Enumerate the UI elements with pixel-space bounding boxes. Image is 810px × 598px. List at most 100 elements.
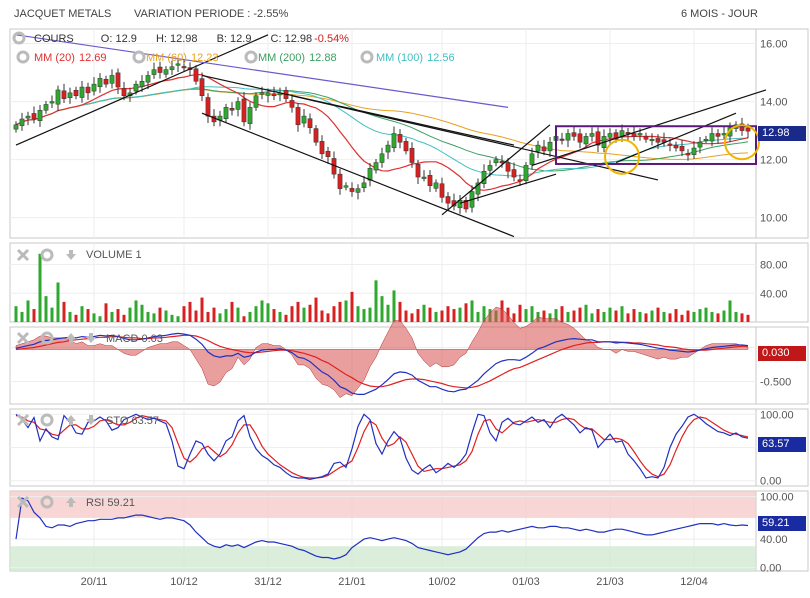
volume-bar — [512, 313, 516, 322]
candle — [163, 69, 169, 75]
x-tick-label: 12/04 — [680, 576, 708, 588]
candle — [271, 93, 277, 97]
macd-label: MACD — [106, 333, 139, 345]
candle — [13, 124, 19, 130]
candle — [319, 141, 325, 155]
candle — [463, 200, 469, 210]
high-value: H: 12.98 — [155, 33, 198, 45]
candle — [559, 138, 565, 141]
candle — [745, 127, 751, 132]
sto-tick-label: 100.00 — [760, 409, 794, 421]
volume-bar — [518, 304, 522, 322]
candle — [109, 75, 115, 84]
volume-bar — [566, 311, 570, 322]
ma20-legend[interactable]: MM (20) 12.69 — [34, 52, 112, 64]
volume-bar — [326, 313, 330, 322]
ma100-value: 12.56 — [427, 52, 455, 64]
low-value: B: 12.9 — [216, 33, 252, 45]
candle — [529, 153, 535, 165]
candle — [67, 92, 73, 99]
candle — [415, 164, 421, 178]
candle — [241, 98, 247, 123]
volume-bar — [434, 311, 438, 322]
period-label: 6 MOIS - JOUR — [680, 8, 758, 20]
candle — [337, 173, 343, 189]
volume-bar — [398, 301, 402, 322]
candle — [55, 89, 61, 105]
candle — [493, 159, 499, 164]
volume-bar — [560, 306, 564, 322]
volume-bar — [104, 303, 108, 322]
macd-line — [15, 332, 749, 395]
volume-bar — [668, 313, 672, 322]
arrow-up-icon — [66, 497, 76, 507]
macd-tick-label: -0.500 — [760, 377, 791, 389]
rsi-tick-label: 40.00 — [760, 534, 788, 546]
volume-bar — [242, 316, 246, 322]
ma200-legend[interactable]: MM (200) 12.88 — [258, 52, 343, 64]
rsi-legend: RSI 59.21 — [86, 497, 135, 509]
volume-bar — [116, 309, 120, 322]
volume-bar — [614, 310, 618, 322]
gear-icon — [244, 50, 258, 64]
candle — [433, 182, 439, 189]
volume-bar — [218, 313, 222, 322]
quote-legend: COURS O: 12.9 H: 12.98 B: 12.9 C: 12.98-… — [14, 33, 355, 45]
candle — [709, 133, 715, 142]
volume-bar — [590, 313, 594, 322]
candle — [655, 138, 661, 143]
candle — [721, 133, 727, 136]
volume-bar — [68, 311, 72, 322]
candle — [397, 134, 403, 143]
volume-bar — [704, 307, 708, 322]
candle — [421, 176, 427, 179]
rsi-oversold-zone — [10, 546, 756, 571]
volume-bar — [470, 300, 474, 322]
candle — [169, 66, 175, 70]
volume-bar — [710, 311, 714, 322]
volume-bar — [728, 300, 732, 322]
ma60-value: 12.23 — [190, 52, 219, 64]
rsi-tick-label: 0.00 — [760, 562, 781, 574]
volume-bar — [356, 306, 360, 322]
gear-icon — [40, 413, 54, 427]
volume-bar — [482, 306, 486, 322]
macd-histogram — [15, 306, 749, 398]
candle — [739, 123, 745, 131]
ma200-label: MM (200) — [258, 52, 306, 64]
gear-icon — [360, 50, 374, 64]
trendline-down-mid — [291, 95, 659, 181]
volume-bar — [452, 309, 456, 322]
volume-bar — [530, 306, 534, 322]
candle — [427, 175, 433, 187]
ma20-label: MM (20) — [34, 52, 75, 64]
volume-bar — [20, 311, 24, 322]
arrow-up-icon — [66, 415, 76, 425]
candle — [307, 118, 313, 128]
volume-bar — [278, 311, 282, 322]
volume-bar — [386, 304, 390, 322]
candle — [121, 88, 127, 97]
candle — [91, 83, 97, 92]
highlight-circle-1 — [604, 138, 640, 175]
trendline-up-4 — [615, 112, 737, 164]
candle — [313, 128, 319, 143]
volume-bar — [350, 291, 354, 322]
volume-bar — [110, 311, 114, 322]
volume-bar — [194, 310, 198, 322]
volume-bar — [74, 314, 78, 322]
volume-bar — [26, 300, 30, 322]
candle — [199, 78, 205, 97]
volume-bar — [578, 307, 582, 322]
ma60-legend[interactable]: MM (60) 12.23 — [146, 52, 224, 64]
candle — [391, 133, 397, 148]
candle — [43, 104, 49, 111]
candle — [61, 90, 67, 99]
ma100-legend[interactable]: MM (100) 12.56 — [376, 52, 461, 64]
x-tick-label: 10/12 — [170, 576, 198, 588]
candle — [289, 100, 295, 108]
volume-bar — [236, 307, 240, 322]
volume-bar — [32, 309, 36, 322]
ma200-value: 12.88 — [309, 52, 337, 64]
